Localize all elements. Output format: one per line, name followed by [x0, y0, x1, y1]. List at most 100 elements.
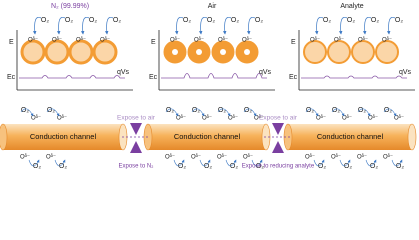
molecule-label: O₂: [256, 163, 264, 170]
molecule-label: O₂: [204, 163, 212, 170]
ion-label: Oᵟ⁻: [358, 37, 368, 44]
barrier-label: qVs: [399, 69, 412, 76]
molecule-label: O₂: [255, 17, 263, 24]
arrow: [246, 17, 256, 35]
ion-label: Oᵟ⁻: [170, 37, 180, 44]
ion-label: Oᵟ⁻: [254, 115, 264, 122]
molecule-label: O₂: [318, 163, 326, 170]
ion-label: Oᵟ⁻: [191, 154, 201, 161]
arrow: [199, 159, 211, 167]
ion-label: Oᵟ⁻: [217, 154, 227, 161]
grain: [68, 39, 94, 65]
arrow: [46, 108, 60, 117]
molecule-label: O₂: [344, 163, 352, 170]
conduction-label: Ec: [7, 74, 16, 81]
ion-label: Oᵟ⁻: [31, 115, 41, 122]
arrow: [32, 17, 42, 35]
molecule-label: O₂: [113, 17, 121, 24]
channel: [288, 124, 412, 150]
ion-label: Oᵟ⁻: [342, 115, 352, 122]
ion-label: Oᵟ⁻: [52, 37, 62, 44]
figure: N₂ (99.99%)EEcqVsOᵟ⁻O₂Oᵟ⁻O₂Oᵟ⁻O₂Oᵟ⁻O₂Air…: [0, 3, 417, 170]
conduction-band: [19, 75, 125, 79]
arrow: [331, 108, 345, 117]
ion-label: Oᵟ⁻: [242, 37, 252, 44]
arrow: [391, 159, 403, 167]
arrow: [165, 108, 179, 117]
ion-label: Oᵟ⁻: [100, 37, 110, 44]
panel-title: Air: [208, 3, 217, 10]
arrow: [191, 108, 205, 117]
molecule-label: O₂: [347, 17, 355, 24]
conduction-band: [301, 75, 407, 79]
molecule-label: O₂: [47, 107, 55, 114]
ion-label: Oᵟ⁻: [76, 37, 86, 44]
arrow: [243, 108, 257, 117]
grain-core: [196, 49, 202, 55]
panel-title: Analyte: [340, 3, 363, 10]
molecule-label: O₂: [65, 17, 73, 24]
channel-end: [0, 123, 8, 151]
molecule-label: O₂: [306, 107, 314, 114]
arrow: [338, 17, 348, 35]
conduction-label: Ec: [289, 74, 298, 81]
grain: [303, 40, 327, 64]
step-bottom: Expose to N₂: [118, 164, 154, 170]
molecule-label: O₂: [41, 17, 49, 24]
arrow: [365, 159, 377, 167]
ion-label: Oᵟ⁻: [331, 154, 341, 161]
ion-label: Oᵟ⁻: [382, 37, 392, 44]
arrow: [305, 108, 319, 117]
channel: [3, 124, 123, 150]
arrow: [383, 108, 397, 117]
ion-label: Oᵟ⁻: [368, 115, 378, 122]
molecule-label: O₂: [59, 163, 67, 170]
ion-label: Oᵟ⁻: [46, 154, 56, 161]
barrier-label: qVs: [259, 69, 272, 76]
channel-label: Conduction channel: [317, 132, 384, 141]
energy-label: E: [151, 39, 156, 46]
arrow: [222, 17, 232, 35]
ion-label: Oᵟ⁻: [194, 37, 204, 44]
grain: [20, 39, 46, 65]
energy-label: E: [9, 39, 14, 46]
molecule-label: O₂: [33, 163, 41, 170]
molecule-label: O₂: [395, 17, 403, 24]
molecule-label: O₂: [384, 107, 392, 114]
ion-label: Oᵟ⁻: [57, 115, 67, 122]
ion-label: Oᵟ⁻: [316, 115, 326, 122]
arrow: [104, 17, 114, 35]
step-top: Expose to air: [259, 115, 298, 122]
molecule-label: O₂: [21, 107, 29, 114]
arrow: [217, 108, 231, 117]
molecule-label: O₂: [166, 107, 174, 114]
grain: [375, 40, 399, 64]
ion-label: Oᵟ⁻: [228, 115, 238, 122]
ion-label: Oᵟ⁻: [383, 154, 393, 161]
molecule-label: O₂: [244, 107, 252, 114]
channel-label: Conduction channel: [30, 132, 97, 141]
step-bottom: Expose to reducing analyte: [242, 164, 315, 170]
conduction-label: Ec: [149, 74, 158, 81]
arrow: [80, 17, 90, 35]
grain: [92, 39, 118, 65]
molecule-label: O₂: [371, 17, 379, 24]
grain-core: [244, 49, 250, 55]
arrow: [198, 17, 208, 35]
ion-label: Oᵟ⁻: [334, 37, 344, 44]
ion-label: Oᵟ⁻: [176, 115, 186, 122]
arrow: [225, 159, 237, 167]
molecule-label: O₂: [332, 107, 340, 114]
molecule-label: O₂: [89, 17, 97, 24]
energy-label: E: [291, 39, 296, 46]
ion-label: Oᵟ⁻: [357, 154, 367, 161]
molecule-label: O₂: [370, 163, 378, 170]
channel-label: Conduction channel: [174, 132, 241, 141]
grain: [327, 40, 351, 64]
ion-label: Oᵟ⁻: [310, 37, 320, 44]
barrier-label: qVs: [117, 69, 130, 76]
arrow: [56, 17, 66, 35]
conduction-band: [161, 73, 267, 79]
grain: [44, 39, 70, 65]
arrow: [174, 17, 184, 35]
